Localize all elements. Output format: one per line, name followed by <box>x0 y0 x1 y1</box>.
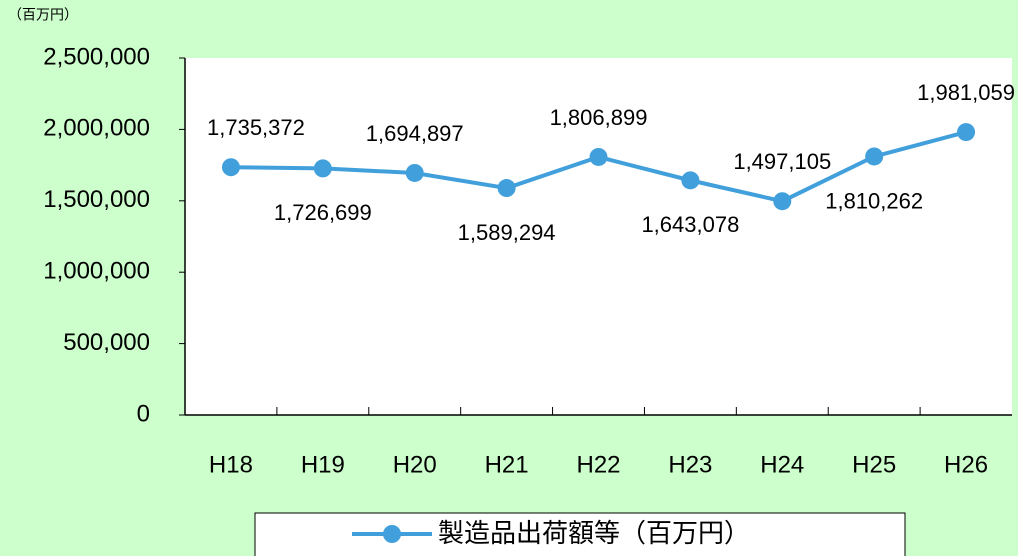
data-label: 1,694,897 <box>366 121 464 146</box>
y-axis-label: （百万円） <box>8 7 78 23</box>
data-label: 1,643,078 <box>641 212 739 237</box>
x-tick-label: H21 <box>485 451 529 478</box>
y-tick-label: 2,000,000 <box>43 115 150 142</box>
x-tick-label: H26 <box>944 451 988 478</box>
x-tick-label: H20 <box>393 451 437 478</box>
y-tick-label: 1,000,000 <box>43 258 150 285</box>
data-label: 1,497,105 <box>733 149 831 174</box>
x-tick-label: H23 <box>668 451 712 478</box>
data-point <box>865 147 884 166</box>
data-point <box>773 192 792 211</box>
x-tick-label: H22 <box>576 451 620 478</box>
x-tick-label: H25 <box>852 451 896 478</box>
data-point <box>221 158 240 177</box>
data-point <box>405 163 424 182</box>
data-point <box>497 179 516 198</box>
y-tick-label: 2,500,000 <box>43 43 150 70</box>
y-tick-label: 500,000 <box>63 329 150 356</box>
legend-marker <box>383 525 401 543</box>
data-point <box>589 147 608 166</box>
x-tick-label: H18 <box>209 451 253 478</box>
data-label: 1,981,059 <box>917 80 1015 105</box>
legend-label: 製造品出荷額等（百万円） <box>438 518 750 548</box>
plot-area <box>185 58 1012 415</box>
data-label: 1,735,372 <box>207 115 305 140</box>
data-label: 1,806,899 <box>550 105 648 130</box>
data-label: 1,726,699 <box>274 200 372 225</box>
data-point <box>957 123 976 142</box>
data-label: 1,589,294 <box>458 220 556 245</box>
data-point <box>313 159 332 178</box>
data-point <box>681 171 700 190</box>
x-tick-label: H24 <box>760 451 804 478</box>
y-tick-label: 1,500,000 <box>43 186 150 213</box>
data-label: 1,810,262 <box>825 188 923 213</box>
y-tick-label: 0 <box>137 400 150 427</box>
x-tick-label: H19 <box>301 451 345 478</box>
